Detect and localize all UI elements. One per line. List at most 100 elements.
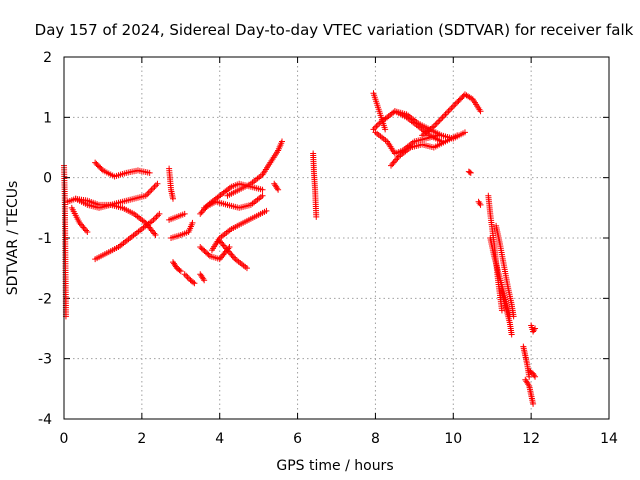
x-tick-label: 8 bbox=[371, 431, 380, 447]
data-point bbox=[436, 117, 443, 124]
data-point bbox=[476, 200, 483, 207]
data-point bbox=[373, 123, 380, 130]
data-point bbox=[451, 102, 458, 109]
x-tick-label: 10 bbox=[444, 431, 462, 447]
y-tick-label: 2 bbox=[43, 50, 52, 66]
data-point bbox=[146, 169, 153, 176]
x-tick-label: 0 bbox=[60, 431, 69, 447]
data-point bbox=[458, 95, 465, 102]
data-point bbox=[154, 212, 161, 219]
data-point bbox=[452, 100, 459, 107]
data-point bbox=[445, 108, 452, 115]
data-point bbox=[259, 186, 266, 193]
data-point bbox=[275, 186, 282, 193]
y-tick-label: -2 bbox=[38, 291, 52, 307]
data-point bbox=[98, 166, 105, 173]
data-point bbox=[532, 373, 539, 380]
data-point bbox=[145, 189, 152, 196]
data-point bbox=[263, 207, 270, 214]
data-point bbox=[94, 162, 101, 169]
data-point bbox=[176, 267, 183, 274]
data-point bbox=[435, 118, 442, 125]
x-tick-label: 12 bbox=[522, 431, 540, 447]
data-point bbox=[439, 114, 446, 121]
data-point bbox=[477, 108, 484, 115]
data-point bbox=[177, 268, 184, 275]
data-point bbox=[443, 109, 450, 116]
data-point bbox=[151, 215, 158, 222]
y-tick-label: 0 bbox=[43, 171, 52, 187]
grid-lines bbox=[64, 57, 609, 419]
y-tick-label: -4 bbox=[38, 412, 52, 428]
data-point bbox=[189, 219, 196, 226]
data-point bbox=[438, 115, 445, 122]
data-point bbox=[259, 192, 266, 199]
data-point bbox=[202, 249, 209, 256]
plot-frame bbox=[63, 56, 610, 420]
y-axis-title: SDTVAR / TECUs bbox=[5, 181, 21, 296]
x-axis-title: GPS time / hours bbox=[276, 458, 393, 474]
data-point bbox=[170, 195, 176, 202]
data-point bbox=[181, 210, 188, 217]
data-point bbox=[181, 271, 188, 278]
data-point bbox=[461, 129, 468, 136]
y-tick-label: 1 bbox=[43, 110, 52, 126]
data-point bbox=[150, 185, 157, 192]
x-tick-label: 4 bbox=[215, 431, 224, 447]
data-point bbox=[313, 213, 320, 220]
data-point bbox=[183, 272, 190, 279]
data-point bbox=[454, 99, 461, 106]
data-point bbox=[96, 163, 103, 170]
data-point bbox=[93, 160, 100, 167]
data-point bbox=[508, 331, 515, 338]
data-point bbox=[201, 247, 208, 254]
data-point bbox=[152, 182, 159, 189]
data-point bbox=[152, 231, 159, 238]
data-point bbox=[455, 97, 462, 104]
data-point bbox=[498, 307, 505, 314]
x-tick-label: 2 bbox=[137, 431, 146, 447]
data-point bbox=[154, 180, 161, 187]
chart-title: Day 157 of 2024, Sidereal Day-to-day VTE… bbox=[35, 21, 634, 39]
data-point bbox=[147, 188, 154, 195]
data-point bbox=[477, 201, 484, 208]
data-point bbox=[530, 400, 537, 407]
data-point bbox=[97, 164, 104, 171]
data-point bbox=[184, 274, 191, 281]
data-point bbox=[441, 112, 448, 119]
data-point bbox=[201, 277, 208, 284]
data-point bbox=[197, 244, 204, 251]
data-point bbox=[204, 250, 211, 257]
data-point bbox=[433, 120, 440, 127]
data-point bbox=[382, 126, 389, 133]
data-point bbox=[151, 183, 158, 190]
data-point bbox=[456, 96, 463, 103]
data-point bbox=[156, 210, 163, 217]
data-point bbox=[459, 94, 466, 101]
data-point bbox=[467, 169, 474, 176]
data-point bbox=[532, 325, 539, 332]
data-point bbox=[84, 228, 91, 235]
data-point bbox=[198, 245, 205, 252]
data-point bbox=[243, 265, 250, 272]
data-point bbox=[191, 280, 198, 287]
data-point bbox=[446, 106, 453, 113]
y-tick-label: -1 bbox=[38, 231, 52, 247]
data-point bbox=[190, 279, 197, 286]
data-point bbox=[205, 251, 212, 258]
data-point bbox=[466, 169, 473, 176]
data-point bbox=[153, 213, 160, 220]
x-tick-label: 14 bbox=[600, 431, 618, 447]
data-point bbox=[279, 138, 285, 145]
data-point bbox=[510, 313, 517, 320]
data-point bbox=[449, 103, 456, 110]
y-tick-label: -3 bbox=[38, 352, 52, 368]
data-point bbox=[200, 246, 207, 253]
data-point bbox=[148, 186, 155, 193]
data-point bbox=[442, 111, 449, 118]
data-point bbox=[526, 373, 533, 380]
x-tick-label: 6 bbox=[293, 431, 302, 447]
data-points bbox=[61, 90, 539, 407]
